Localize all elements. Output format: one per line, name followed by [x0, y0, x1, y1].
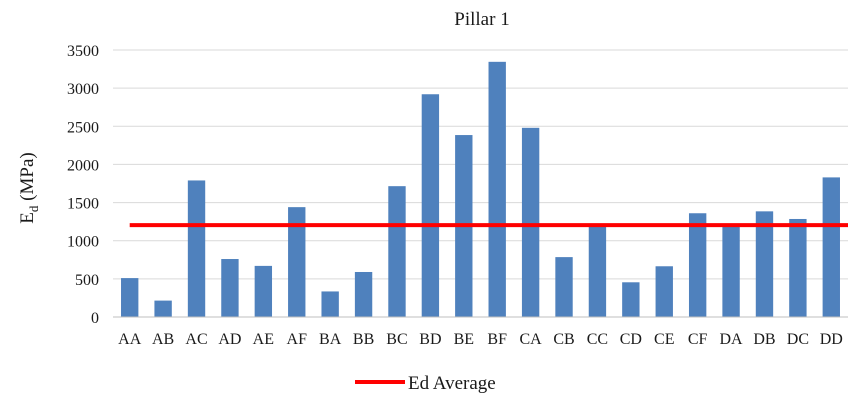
x-tick-label: DB — [753, 331, 775, 348]
y-tick-label: 1500 — [67, 196, 99, 213]
bar-bf — [488, 61, 506, 318]
x-axis-ticks: AA AB AC AD AE AF BA BB BC BD BE BF CA CB CC CD CE CF DA DB… — [118, 331, 843, 348]
y-tick-label: 1000 — [67, 234, 99, 251]
gridlines — [113, 49, 848, 280]
bar-series — [121, 61, 840, 318]
x-tick-label: AA — [118, 331, 142, 348]
bar-cb — [555, 257, 573, 317]
bar-da — [722, 224, 740, 317]
bar-bc — [388, 186, 406, 317]
x-tick-label: CF — [688, 331, 708, 348]
bar-af — [288, 207, 306, 317]
y-axis-label: Ed (MPa) — [17, 152, 41, 223]
bar-cd — [622, 282, 640, 317]
y-axis-label-subscript: d — [26, 205, 41, 212]
x-tick-label: CD — [620, 331, 642, 348]
y-tick-label: 500 — [75, 272, 99, 289]
x-tick-label: BF — [487, 331, 507, 348]
bar-cc — [588, 224, 607, 317]
bar-ab — [154, 300, 172, 317]
legend: Ed Average — [355, 373, 496, 394]
chart-title: Pillar 1 — [454, 9, 509, 30]
x-tick-label: BD — [419, 331, 441, 348]
x-tick-label: AE — [253, 331, 274, 348]
bar-dc — [789, 218, 807, 317]
y-tick-label: 3500 — [67, 43, 99, 60]
bar-ad — [221, 259, 239, 317]
bar-cf — [688, 213, 707, 317]
x-tick-label: AD — [218, 331, 241, 348]
x-tick-label: AB — [152, 331, 174, 348]
y-axis-label-main: E — [17, 212, 38, 224]
bar-dd — [822, 177, 840, 317]
legend-label-ed-average: Ed Average — [408, 373, 496, 394]
y-axis-label-unit: (MPa) — [17, 152, 38, 205]
x-tick-label: BB — [353, 331, 374, 348]
bar-ba — [321, 291, 339, 317]
x-tick-label: BA — [319, 331, 342, 348]
x-tick-label: BE — [454, 331, 474, 348]
bar-ce — [655, 266, 673, 317]
x-tick-label: CA — [519, 331, 542, 348]
bar-db — [755, 211, 774, 317]
x-tick-label: CE — [654, 331, 674, 348]
bar-aa — [121, 278, 139, 317]
x-tick-label: AC — [185, 331, 207, 348]
x-tick-label: DA — [720, 331, 744, 348]
y-tick-label: 2000 — [67, 157, 99, 174]
bar-bb — [354, 271, 373, 317]
x-tick-label: CC — [587, 331, 608, 348]
y-axis-ticks: 0 500 1000 1500 2000 2500 3000 3500 — [67, 43, 99, 327]
x-tick-label: AF — [287, 331, 308, 348]
x-tick-label: DD — [820, 331, 843, 348]
x-tick-label: BC — [386, 331, 407, 348]
y-tick-label: 3000 — [67, 81, 99, 98]
bar-ca — [521, 127, 540, 317]
bar-ae — [254, 265, 273, 317]
bar-ac — [187, 180, 206, 317]
x-tick-label: DC — [787, 331, 809, 348]
x-tick-label: CB — [553, 331, 574, 348]
y-tick-label: 0 — [91, 310, 99, 327]
y-tick-label: 2500 — [67, 119, 99, 136]
bar-bd — [421, 94, 440, 317]
